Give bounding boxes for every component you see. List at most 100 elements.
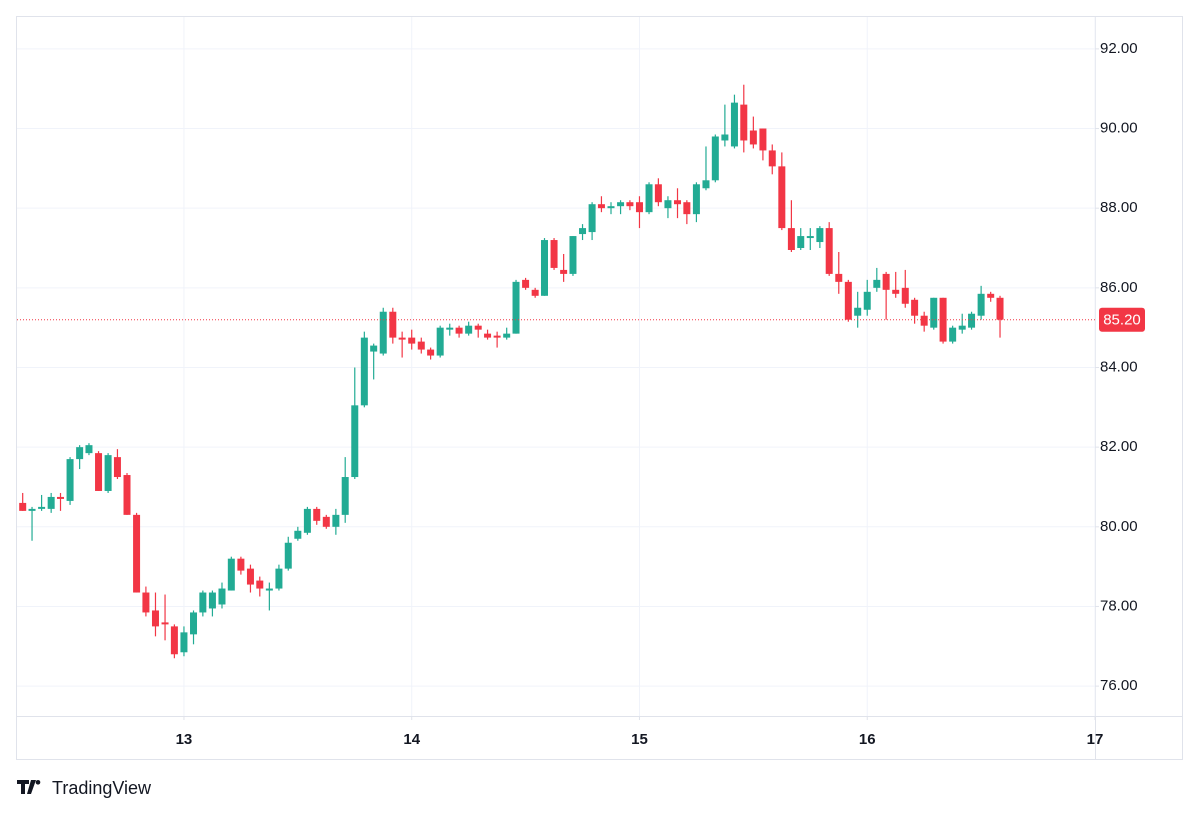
candle-body (465, 325, 473, 334)
candle-body (190, 612, 198, 635)
candle-body (721, 134, 729, 141)
candle-body (446, 327, 454, 330)
candle-body (531, 289, 539, 296)
candle-body (427, 349, 435, 356)
candle-body (540, 240, 548, 296)
candle-body (597, 204, 605, 209)
candle-body (503, 333, 511, 338)
candle-body (95, 453, 103, 491)
last-price-label: 85.20 (1103, 312, 1141, 329)
candle-body (66, 459, 74, 501)
candle-body (512, 281, 520, 334)
y-tick-label: 78.00 (1100, 597, 1138, 614)
candle-body (939, 297, 947, 342)
logo: TradingView (17, 778, 152, 798)
candle-body (560, 269, 568, 274)
candle-body (977, 293, 985, 316)
candle-body (408, 337, 416, 344)
candle-body (332, 514, 340, 527)
candle-body (313, 508, 321, 521)
candle-body (85, 445, 93, 454)
candle-body (730, 102, 738, 147)
candle-body (436, 327, 444, 356)
candle-body (949, 327, 957, 342)
candle-body (246, 568, 254, 585)
candle-body (123, 475, 131, 515)
candle-body (588, 204, 596, 233)
candle-body (987, 293, 995, 298)
candle-body (930, 297, 938, 328)
candle-body (57, 496, 65, 499)
candle-body (113, 457, 121, 478)
candle-body (797, 236, 805, 249)
candle-body (275, 568, 283, 589)
candle-body (455, 327, 463, 334)
y-tick-label: 92.00 (1100, 40, 1138, 57)
candle-body (199, 592, 207, 613)
candle-body (265, 588, 273, 591)
candle-body (835, 273, 843, 282)
x-tick-label: 14 (403, 731, 420, 748)
candle-body (854, 307, 862, 316)
candle-body (389, 311, 397, 338)
candle-body (284, 542, 292, 569)
candle-body (569, 236, 577, 274)
candle-body (635, 202, 643, 213)
candle-body (674, 200, 682, 205)
candle-body (920, 315, 928, 326)
candle-body (607, 206, 615, 209)
candle-body (911, 299, 919, 316)
y-tick-label: 86.00 (1100, 279, 1138, 296)
candle-body (892, 289, 900, 294)
candle-body (664, 200, 672, 209)
candle-body (133, 514, 141, 593)
candle-body (28, 508, 36, 511)
candle-body (968, 313, 976, 328)
candle-body (654, 184, 662, 203)
candle-body (522, 279, 530, 288)
candle-body (151, 610, 159, 627)
candle-body (104, 455, 112, 491)
candle-body (180, 632, 188, 653)
candle-body (787, 228, 795, 250)
last-price-badge (1099, 307, 1145, 332)
brand-name: TradingView (52, 778, 152, 798)
candle-body (958, 325, 966, 330)
candle-body (19, 502, 27, 511)
candle-body (484, 333, 492, 338)
candle-body (882, 273, 890, 290)
candle-body (873, 279, 881, 288)
candle-body (47, 496, 55, 509)
candle-body (303, 508, 311, 533)
y-tick-label: 88.00 (1100, 199, 1138, 216)
candle-body (683, 202, 691, 215)
candle-body (227, 558, 235, 591)
candle-body (398, 337, 406, 340)
candle-body (702, 180, 710, 189)
y-tick-label: 76.00 (1100, 677, 1138, 694)
candle-body (379, 311, 387, 354)
candle-body (806, 236, 814, 239)
candle-body (237, 558, 245, 571)
x-tick-label: 17 (1087, 731, 1104, 748)
candle-body (370, 345, 378, 352)
candle-body (825, 228, 833, 274)
candle-body (161, 622, 169, 625)
candle-body (493, 335, 501, 338)
candle-body (142, 592, 150, 613)
candle-body (863, 291, 871, 310)
candle-body (474, 325, 482, 330)
candle-body (341, 477, 349, 515)
candle-body (749, 130, 757, 145)
candle-body (360, 337, 368, 406)
candle-body (218, 588, 226, 605)
candle-body (322, 516, 330, 527)
candle-body (170, 626, 178, 655)
candle-body (256, 580, 264, 589)
candle-body (208, 592, 216, 609)
y-tick-label: 90.00 (1100, 119, 1138, 136)
candle-body (901, 287, 909, 304)
candle-body (417, 341, 425, 350)
candle-body (740, 104, 748, 141)
